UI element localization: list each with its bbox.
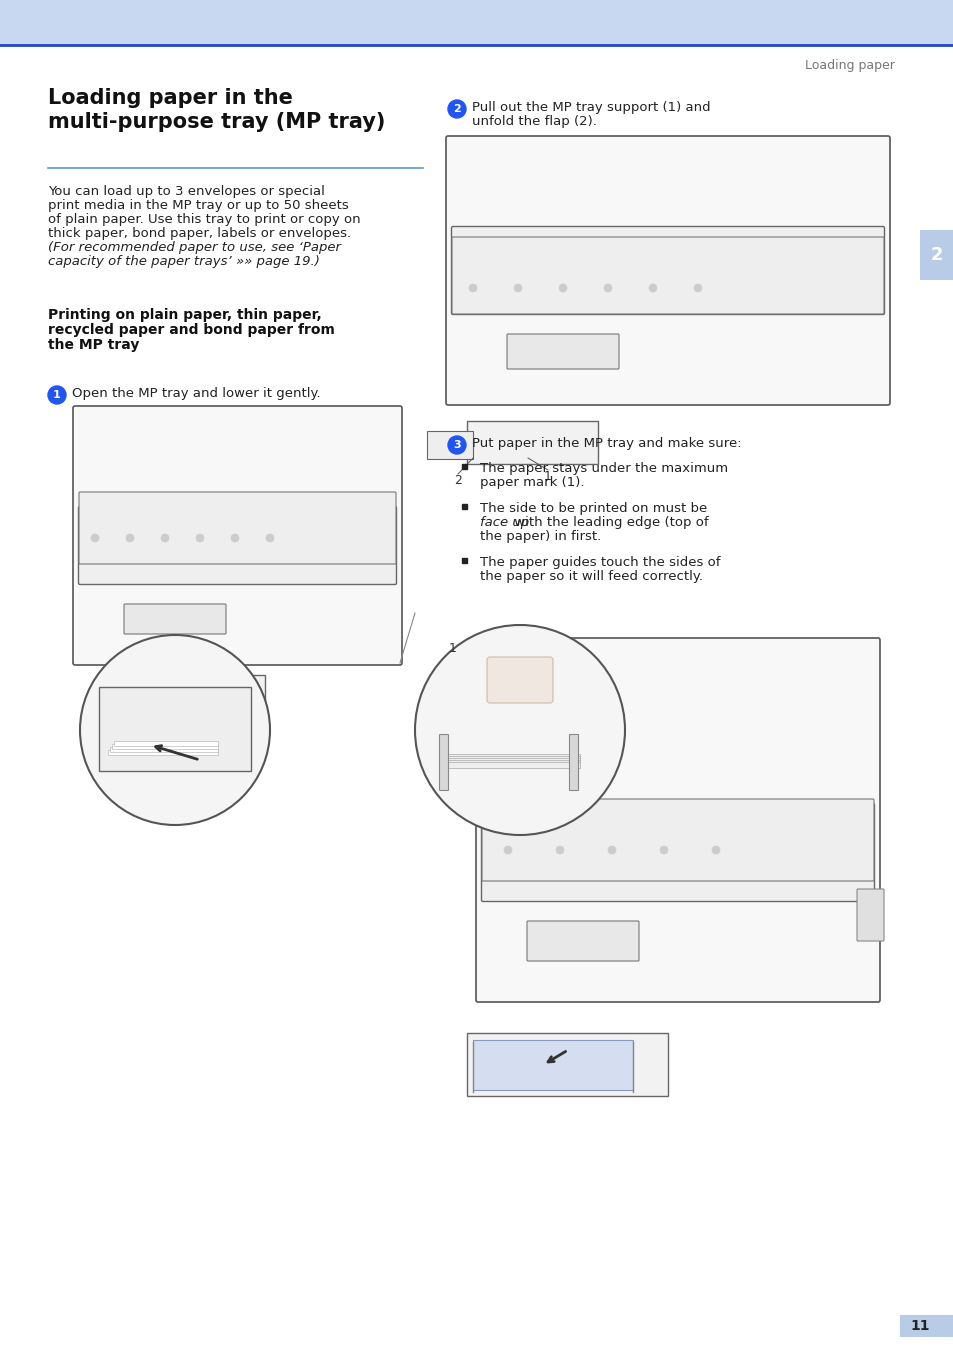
Bar	[0, 0, 953, 44]
Circle shape	[448, 435, 465, 454]
Text: 3: 3	[453, 439, 460, 450]
FancyBboxPatch shape	[116, 720, 240, 724]
Bar	[919, 231, 953, 280]
FancyBboxPatch shape	[112, 744, 218, 749]
FancyBboxPatch shape	[451, 226, 883, 314]
Circle shape	[711, 847, 720, 855]
Circle shape	[514, 284, 521, 293]
FancyBboxPatch shape	[108, 749, 218, 755]
Text: The paper stays under the maximum: The paper stays under the maximum	[479, 462, 727, 474]
Text: the paper so it will feed correctly.: the paper so it will feed correctly.	[479, 570, 702, 582]
Text: the MP tray: the MP tray	[48, 338, 139, 352]
FancyBboxPatch shape	[113, 741, 218, 745]
Circle shape	[448, 100, 465, 119]
FancyBboxPatch shape	[526, 921, 639, 961]
Text: 1: 1	[449, 642, 456, 655]
Circle shape	[693, 284, 701, 293]
FancyBboxPatch shape	[446, 136, 889, 404]
Circle shape	[558, 284, 566, 293]
FancyBboxPatch shape	[105, 674, 265, 733]
Circle shape	[80, 635, 270, 825]
Circle shape	[659, 847, 667, 855]
Circle shape	[503, 847, 512, 855]
FancyBboxPatch shape	[443, 758, 579, 764]
FancyBboxPatch shape	[481, 803, 874, 902]
Text: of plain paper. Use this tray to print or copy on: of plain paper. Use this tray to print o…	[48, 213, 360, 226]
FancyBboxPatch shape	[486, 656, 553, 704]
FancyBboxPatch shape	[452, 237, 883, 314]
Text: Loading paper: Loading paper	[804, 58, 894, 71]
FancyBboxPatch shape	[79, 492, 395, 563]
Text: unfold the flap (2).: unfold the flap (2).	[472, 115, 597, 128]
FancyBboxPatch shape	[446, 760, 579, 766]
Text: capacity of the paper trays’ »» page 19.): capacity of the paper trays’ »» page 19.…	[48, 255, 319, 268]
Bar	[461, 558, 467, 562]
FancyBboxPatch shape	[110, 724, 240, 728]
FancyBboxPatch shape	[467, 1033, 668, 1096]
Circle shape	[91, 534, 99, 542]
Text: 2: 2	[453, 104, 460, 115]
Bar	[899, 1316, 953, 1337]
Text: with the leading edge (top of: with the leading edge (top of	[510, 516, 708, 528]
Text: 2: 2	[930, 245, 943, 264]
FancyBboxPatch shape	[110, 747, 218, 752]
Text: The side to be printed on must be: The side to be printed on must be	[479, 501, 706, 515]
Circle shape	[266, 534, 274, 542]
FancyBboxPatch shape	[73, 406, 401, 665]
Text: 2: 2	[454, 473, 461, 487]
FancyBboxPatch shape	[467, 421, 598, 464]
Circle shape	[469, 284, 476, 293]
Text: The paper guides touch the sides of: The paper guides touch the sides of	[479, 555, 720, 569]
Text: the paper) in first.: the paper) in first.	[479, 530, 600, 543]
Text: You can load up to 3 envelopes or special: You can load up to 3 envelopes or specia…	[48, 185, 325, 198]
FancyBboxPatch shape	[99, 687, 251, 771]
Circle shape	[48, 386, 66, 404]
Text: print media in the MP tray or up to 50 sheets: print media in the MP tray or up to 50 s…	[48, 200, 349, 212]
Circle shape	[126, 534, 133, 542]
FancyBboxPatch shape	[448, 762, 579, 768]
Text: 11: 11	[909, 1318, 929, 1333]
Circle shape	[195, 534, 204, 542]
FancyBboxPatch shape	[439, 754, 579, 760]
Text: (For recommended paper to use, see ‘Paper: (For recommended paper to use, see ‘Pape…	[48, 241, 340, 253]
FancyBboxPatch shape	[427, 430, 473, 458]
Circle shape	[161, 534, 169, 542]
Text: thick paper, bond paper, labels or envelopes.: thick paper, bond paper, labels or envel…	[48, 226, 351, 240]
FancyBboxPatch shape	[506, 334, 618, 369]
FancyBboxPatch shape	[473, 1041, 633, 1091]
FancyBboxPatch shape	[481, 799, 873, 882]
FancyBboxPatch shape	[569, 735, 578, 790]
Text: Pull out the MP tray support (1) and: Pull out the MP tray support (1) and	[472, 101, 710, 115]
Text: Printing on plain paper, thin paper,: Printing on plain paper, thin paper,	[48, 307, 321, 322]
Text: 1: 1	[543, 469, 552, 483]
FancyBboxPatch shape	[476, 638, 879, 1002]
Circle shape	[556, 847, 563, 855]
Circle shape	[231, 534, 239, 542]
FancyBboxPatch shape	[124, 604, 226, 634]
Text: Open the MP tray and lower it gently.: Open the MP tray and lower it gently.	[71, 387, 320, 400]
FancyBboxPatch shape	[439, 735, 448, 790]
Text: face up: face up	[479, 516, 529, 528]
Text: 1: 1	[53, 390, 61, 400]
Bar	[461, 464, 467, 469]
Circle shape	[607, 847, 616, 855]
Circle shape	[603, 284, 612, 293]
FancyBboxPatch shape	[78, 507, 396, 585]
Text: Put paper in the MP tray and make sure:: Put paper in the MP tray and make sure:	[472, 437, 740, 450]
Text: paper mark (1).: paper mark (1).	[479, 476, 584, 489]
FancyBboxPatch shape	[441, 756, 579, 762]
Bar	[461, 504, 467, 508]
Text: recycled paper and bond paper from: recycled paper and bond paper from	[48, 324, 335, 337]
Circle shape	[415, 625, 624, 834]
FancyBboxPatch shape	[112, 723, 240, 727]
Text: Loading paper in the
multi-purpose tray (MP tray): Loading paper in the multi-purpose tray …	[48, 88, 385, 132]
FancyBboxPatch shape	[856, 888, 883, 941]
Circle shape	[648, 284, 657, 293]
